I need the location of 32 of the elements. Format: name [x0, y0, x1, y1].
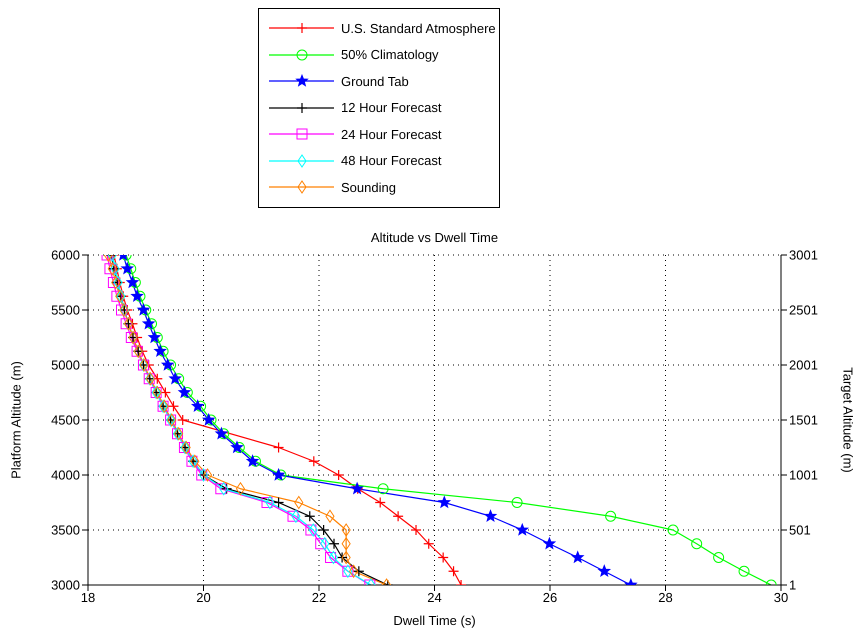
- y2-tick-label: 3001: [789, 248, 818, 263]
- legend-label: 12 Hour Forecast: [341, 100, 442, 116]
- legend-label: Ground Tab: [341, 74, 409, 89]
- y-tick-label: 5000: [51, 358, 80, 373]
- legend-label: 48 Hour Forecast: [341, 153, 442, 168]
- legend-label: U.S. Standard Atmosphere: [341, 20, 496, 36]
- y-tick-label: 3000: [51, 578, 80, 593]
- y-tick-label: 4500: [51, 412, 80, 428]
- y-axis-title: Platform Altitude (m): [8, 361, 24, 479]
- x-tick-label: 30: [774, 590, 788, 606]
- x-tick-label: 24: [427, 590, 442, 606]
- y2-tick-label: 501: [789, 522, 811, 538]
- legend-label: 24 Hour Forecast: [341, 126, 442, 142]
- x-tick-label: 22: [312, 590, 326, 606]
- legend-label: Sounding: [341, 180, 396, 195]
- x-tick-label: 28: [658, 590, 673, 606]
- y2-tick-label: 1501: [789, 412, 818, 428]
- y2-tick-label: 1: [789, 578, 796, 593]
- y-tick-label: 4000: [51, 468, 80, 483]
- x-tick-label: 20: [196, 590, 211, 606]
- y2-tick-label: 1001: [789, 468, 818, 483]
- x-tick-label: 18: [80, 590, 96, 606]
- chart-title: Altitude vs Dwell Time: [370, 230, 500, 245]
- y-tick-label: 5500: [51, 302, 80, 318]
- y2-axis-title: Target Altitude (m): [840, 367, 854, 473]
- y-tick-label: 3500: [51, 522, 80, 538]
- x-axis-title: Dwell Time (s): [393, 613, 476, 628]
- y-tick-label: 6000: [51, 248, 80, 263]
- x-tick-label: 26: [542, 590, 558, 606]
- legend-label: 50% Climatology: [341, 47, 439, 62]
- y2-tick-label: 2501: [789, 302, 818, 318]
- y2-tick-label: 2001: [789, 358, 818, 373]
